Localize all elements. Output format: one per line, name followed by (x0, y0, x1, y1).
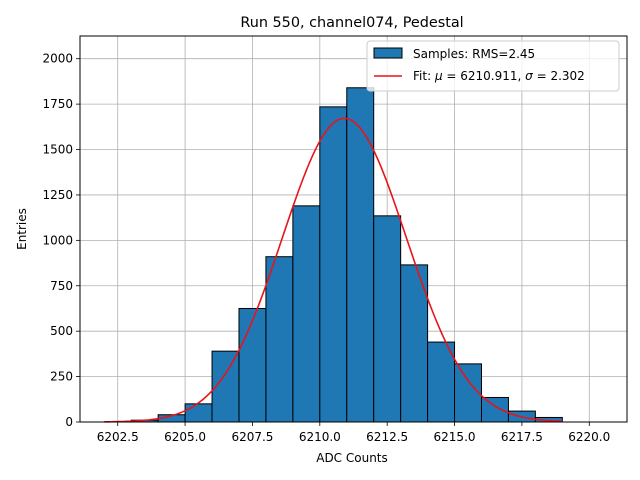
y-axis-label: Entries (15, 208, 29, 250)
x-tick-label: 6207.5 (231, 430, 273, 444)
histogram-bar (238, 307, 267, 423)
y-axis-ticks: 0 250 500 750 1000 1250 1500 1750 2000 (42, 52, 80, 429)
histogram-bar (346, 87, 375, 423)
histogram-bar (373, 215, 402, 423)
x-tick-label: 6212.5 (366, 430, 408, 444)
legend-fit-label: Fit: μ = 6210.911, σ = 2.302 (413, 69, 585, 83)
y-tick-label: 1500 (42, 143, 73, 157)
x-tick-label: 6217.5 (501, 430, 543, 444)
x-tick-label: 6205.0 (164, 430, 206, 444)
histogram-bar (292, 205, 321, 423)
y-tick-label: 750 (50, 279, 73, 293)
x-axis-label: ADC Counts (316, 451, 388, 465)
legend: Samples: RMS=2.45 Fit: μ = 6210.911, σ =… (366, 40, 620, 92)
x-axis-ticks: 6202.5 6205.0 6207.5 6210.0 6212.5 6215.0 6217… (97, 422, 610, 444)
histogram-bar (184, 403, 213, 423)
y-tick-label: 2000 (42, 52, 73, 66)
legend-box (366, 40, 620, 92)
plot-frame (79, 35, 628, 423)
x-tick-label: 6202.5 (97, 430, 139, 444)
histogram-bar (480, 396, 509, 423)
y-tick-label: 0 (65, 415, 73, 429)
legend-fit-mu-value: = 6210.911, (443, 69, 526, 83)
histogram-bars (130, 87, 563, 423)
histogram-bar (319, 106, 348, 423)
chart-title: Run 550, channel074, Pedestal (240, 15, 463, 31)
legend-fit-sigma-value: = 2.302 (533, 69, 585, 83)
y-tick-label: 1750 (42, 97, 73, 111)
x-tick-label: 6220.0 (568, 430, 610, 444)
histogram-bar (265, 256, 294, 423)
legend-samples-label: Samples: RMS=2.45 (413, 47, 535, 61)
y-tick-label: 250 (50, 370, 73, 384)
x-tick-label: 6210.0 (299, 430, 341, 444)
y-tick-label: 1000 (42, 233, 73, 247)
legend-fit-mu-symbol: μ (434, 69, 443, 83)
fit-curve (104, 117, 563, 423)
x-tick-label: 6215.0 (434, 430, 476, 444)
y-tick-label: 1250 (42, 188, 73, 202)
y-tick-label: 500 (50, 324, 73, 338)
histogram-bar (427, 341, 456, 423)
legend-fit-sigma-symbol: σ (525, 69, 533, 83)
histogram-bar (454, 363, 482, 423)
legend-samples-swatch (373, 47, 403, 59)
legend-fit-prefix: Fit: (413, 69, 435, 83)
